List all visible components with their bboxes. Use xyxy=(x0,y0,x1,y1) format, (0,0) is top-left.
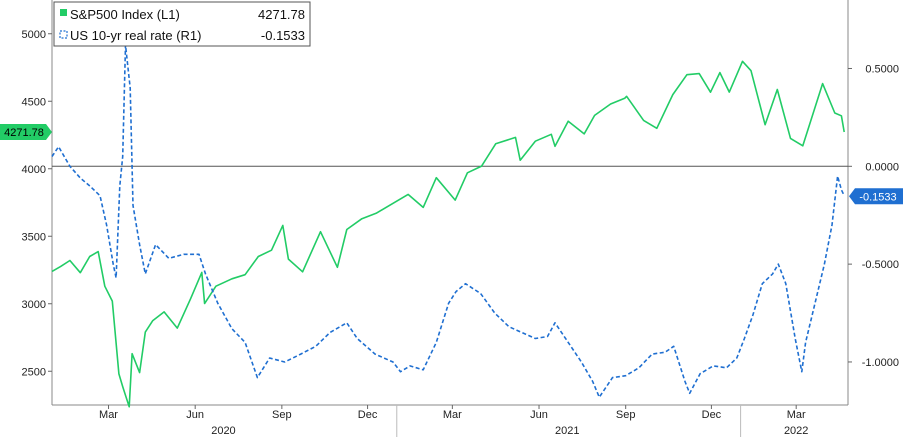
left-axis: 2500 3000 3500 4000 4500 5000 xyxy=(22,29,52,378)
left-tick-label: 4000 xyxy=(22,164,46,176)
x-tick-label: Sep xyxy=(272,409,292,421)
legend-box xyxy=(53,1,311,47)
legend: S&P500 Index (L1) 4271.78 US 10-yr real … xyxy=(53,1,311,47)
series-layer xyxy=(51,44,845,408)
legend-value-sp500: 4271.78 xyxy=(258,7,305,22)
x-tick-label: Jun xyxy=(186,409,204,421)
left-tick-label: 3500 xyxy=(22,231,46,243)
left-last-value-tag xyxy=(0,124,52,141)
right-last-value-tag xyxy=(849,188,903,205)
right-tick-label: -0.5000 xyxy=(862,259,899,271)
legend-value-real-rate: -0.1533 xyxy=(261,28,305,43)
legend-swatch-real-rate xyxy=(59,30,68,39)
legend-swatch-sp500 xyxy=(60,9,67,16)
x-tick-label: Mar xyxy=(787,409,806,421)
x-tick-label: Mar xyxy=(99,409,118,421)
legend-label-real-rate: US 10-yr real rate (R1) xyxy=(70,28,201,43)
x-year-label: 2021 xyxy=(555,425,579,437)
right-tick-label: 0.0000 xyxy=(865,161,899,173)
series-line-real-rate xyxy=(51,44,845,398)
left-tick-label: 4500 xyxy=(22,96,46,108)
x-tick-label: Jun xyxy=(530,409,548,421)
series-line-sp500 xyxy=(51,60,845,408)
left-tick-label: 3000 xyxy=(22,299,46,311)
x-tick-label: Sep xyxy=(616,409,636,421)
last-value-tags: 4271.78 -0.1533 xyxy=(0,124,903,205)
x-tick-label: Mar xyxy=(443,409,462,421)
left-last-value-label: 4271.78 xyxy=(4,127,44,139)
right-axis: -1.0000 -0.5000 0.0000 0.5000 xyxy=(848,63,899,369)
x-axis: Mar Jun Sep Dec Mar Jun Sep Dec Mar 2020 2021 2022 xyxy=(99,405,808,437)
x-year-label: 2022 xyxy=(784,425,808,437)
x-tick-label: Dec xyxy=(358,409,378,421)
plot-frame xyxy=(51,0,849,406)
right-last-value-label: -0.1533 xyxy=(859,191,896,203)
x-year-label: 2020 xyxy=(211,425,235,437)
right-tick-label: 0.5000 xyxy=(865,63,899,75)
left-tick-label: 2500 xyxy=(22,366,46,378)
x-tick-label: Dec xyxy=(702,409,722,421)
right-tick-label: -1.0000 xyxy=(862,357,899,369)
legend-label-sp500: S&P500 Index (L1) xyxy=(70,7,180,22)
left-tick-label: 5000 xyxy=(22,29,46,41)
